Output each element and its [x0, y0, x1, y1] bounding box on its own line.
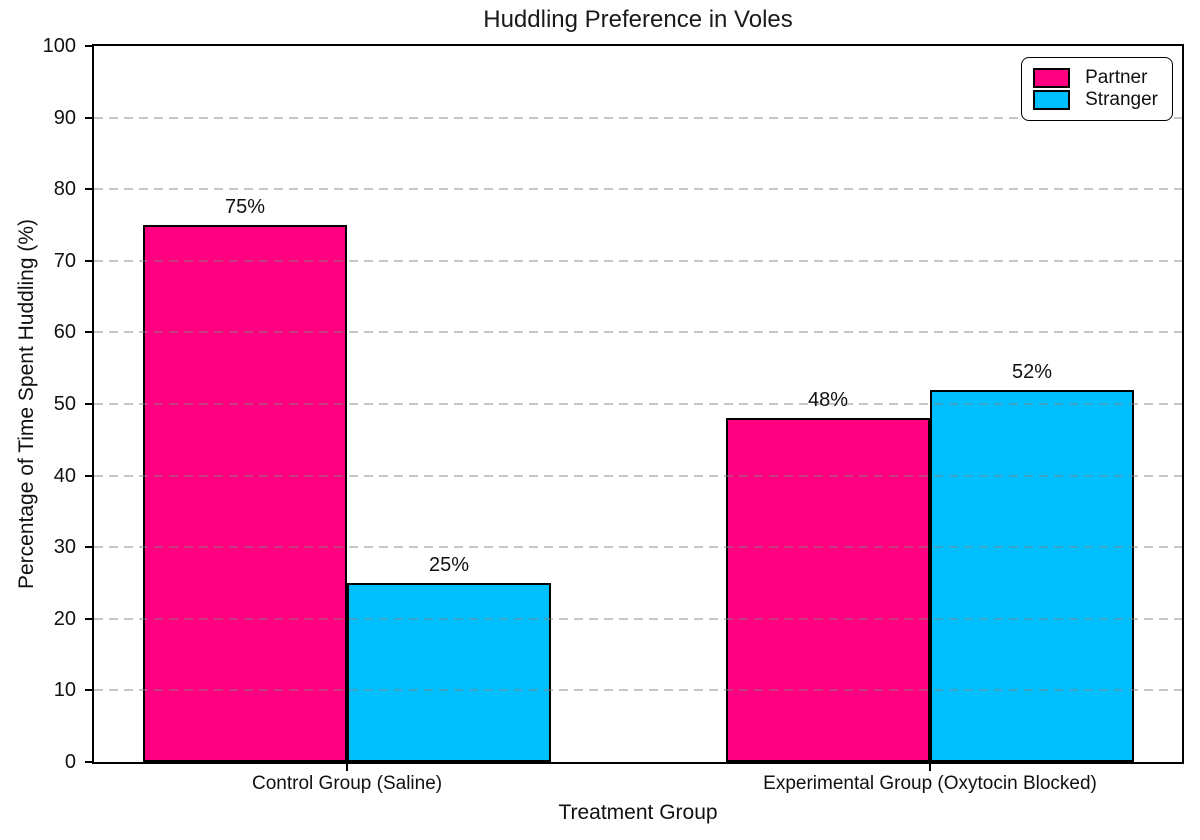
y-tick-mark-100 [85, 45, 92, 47]
y-tick-label-50: 50 [53, 393, 76, 415]
y-tick-label-60: 60 [53, 321, 76, 344]
y-tick-label-90: 90 [53, 106, 76, 129]
x-tick-mark-0 [346, 764, 349, 771]
bar-partner-0 [143, 225, 348, 762]
legend-entries: Partner Stranger [1033, 67, 1158, 111]
y-tick-mark-70 [85, 259, 92, 262]
x-tick-label-0: Control Group (Saline) [252, 773, 443, 794]
y-tick-mark-20 [85, 617, 92, 620]
value-label-partner-1: 48% [808, 389, 849, 412]
bar-stranger-1 [930, 389, 1135, 762]
gridline-90 [94, 116, 1182, 119]
y-tick-label-70: 70 [53, 249, 76, 272]
legend-label-partner: Partner [1085, 67, 1148, 88]
value-label-stranger-1: 52% [1012, 360, 1053, 383]
legend-label-stranger: Stranger [1085, 89, 1158, 110]
bar-stranger-0 [347, 583, 552, 762]
chart-title: Huddling Preference in Voles [483, 6, 793, 33]
x-tick-label-1: Experimental Group (Oxytocin Blocked) [763, 773, 1097, 794]
value-label-stranger-0: 25% [429, 554, 470, 576]
bar-partner-1 [726, 418, 931, 762]
legend-entry-stranger: Stranger [1033, 89, 1158, 111]
legend-swatch-partner [1033, 68, 1071, 88]
x-tick-mark-1 [929, 764, 932, 771]
y-tick-label-20: 20 [53, 607, 76, 630]
value-label-partner-0: 75% [225, 196, 266, 218]
y-tick-label-0: 0 [64, 751, 76, 773]
y-tick-mark-60 [85, 331, 92, 334]
legend-swatch-stranger [1033, 90, 1071, 110]
y-tick-label-30: 30 [53, 536, 76, 559]
y-tick-label-40: 40 [53, 464, 76, 487]
x-axis-label: Treatment Group [558, 801, 718, 824]
y-tick-mark-40 [85, 474, 92, 477]
y-tick-label-100: 100 [42, 35, 76, 57]
y-tick-mark-50 [85, 403, 92, 405]
legend-entry-partner: Partner [1033, 67, 1158, 89]
y-tick-mark-0 [85, 761, 92, 763]
y-tick-mark-90 [85, 116, 92, 119]
plot-area: 75% 48% 25% 52% 0 10 20 30 40 50 60 70 80 90 100 Cont… [43, 35, 1184, 794]
y-tick-mark-10 [85, 689, 92, 692]
legend: Partner Stranger [1021, 57, 1173, 121]
y-tick-label-10: 10 [53, 679, 76, 702]
gridline-80 [94, 188, 1182, 191]
y-tick-mark-30 [85, 546, 92, 549]
y-tick-mark-80 [85, 188, 92, 191]
y-tick-label-80: 80 [53, 178, 76, 201]
